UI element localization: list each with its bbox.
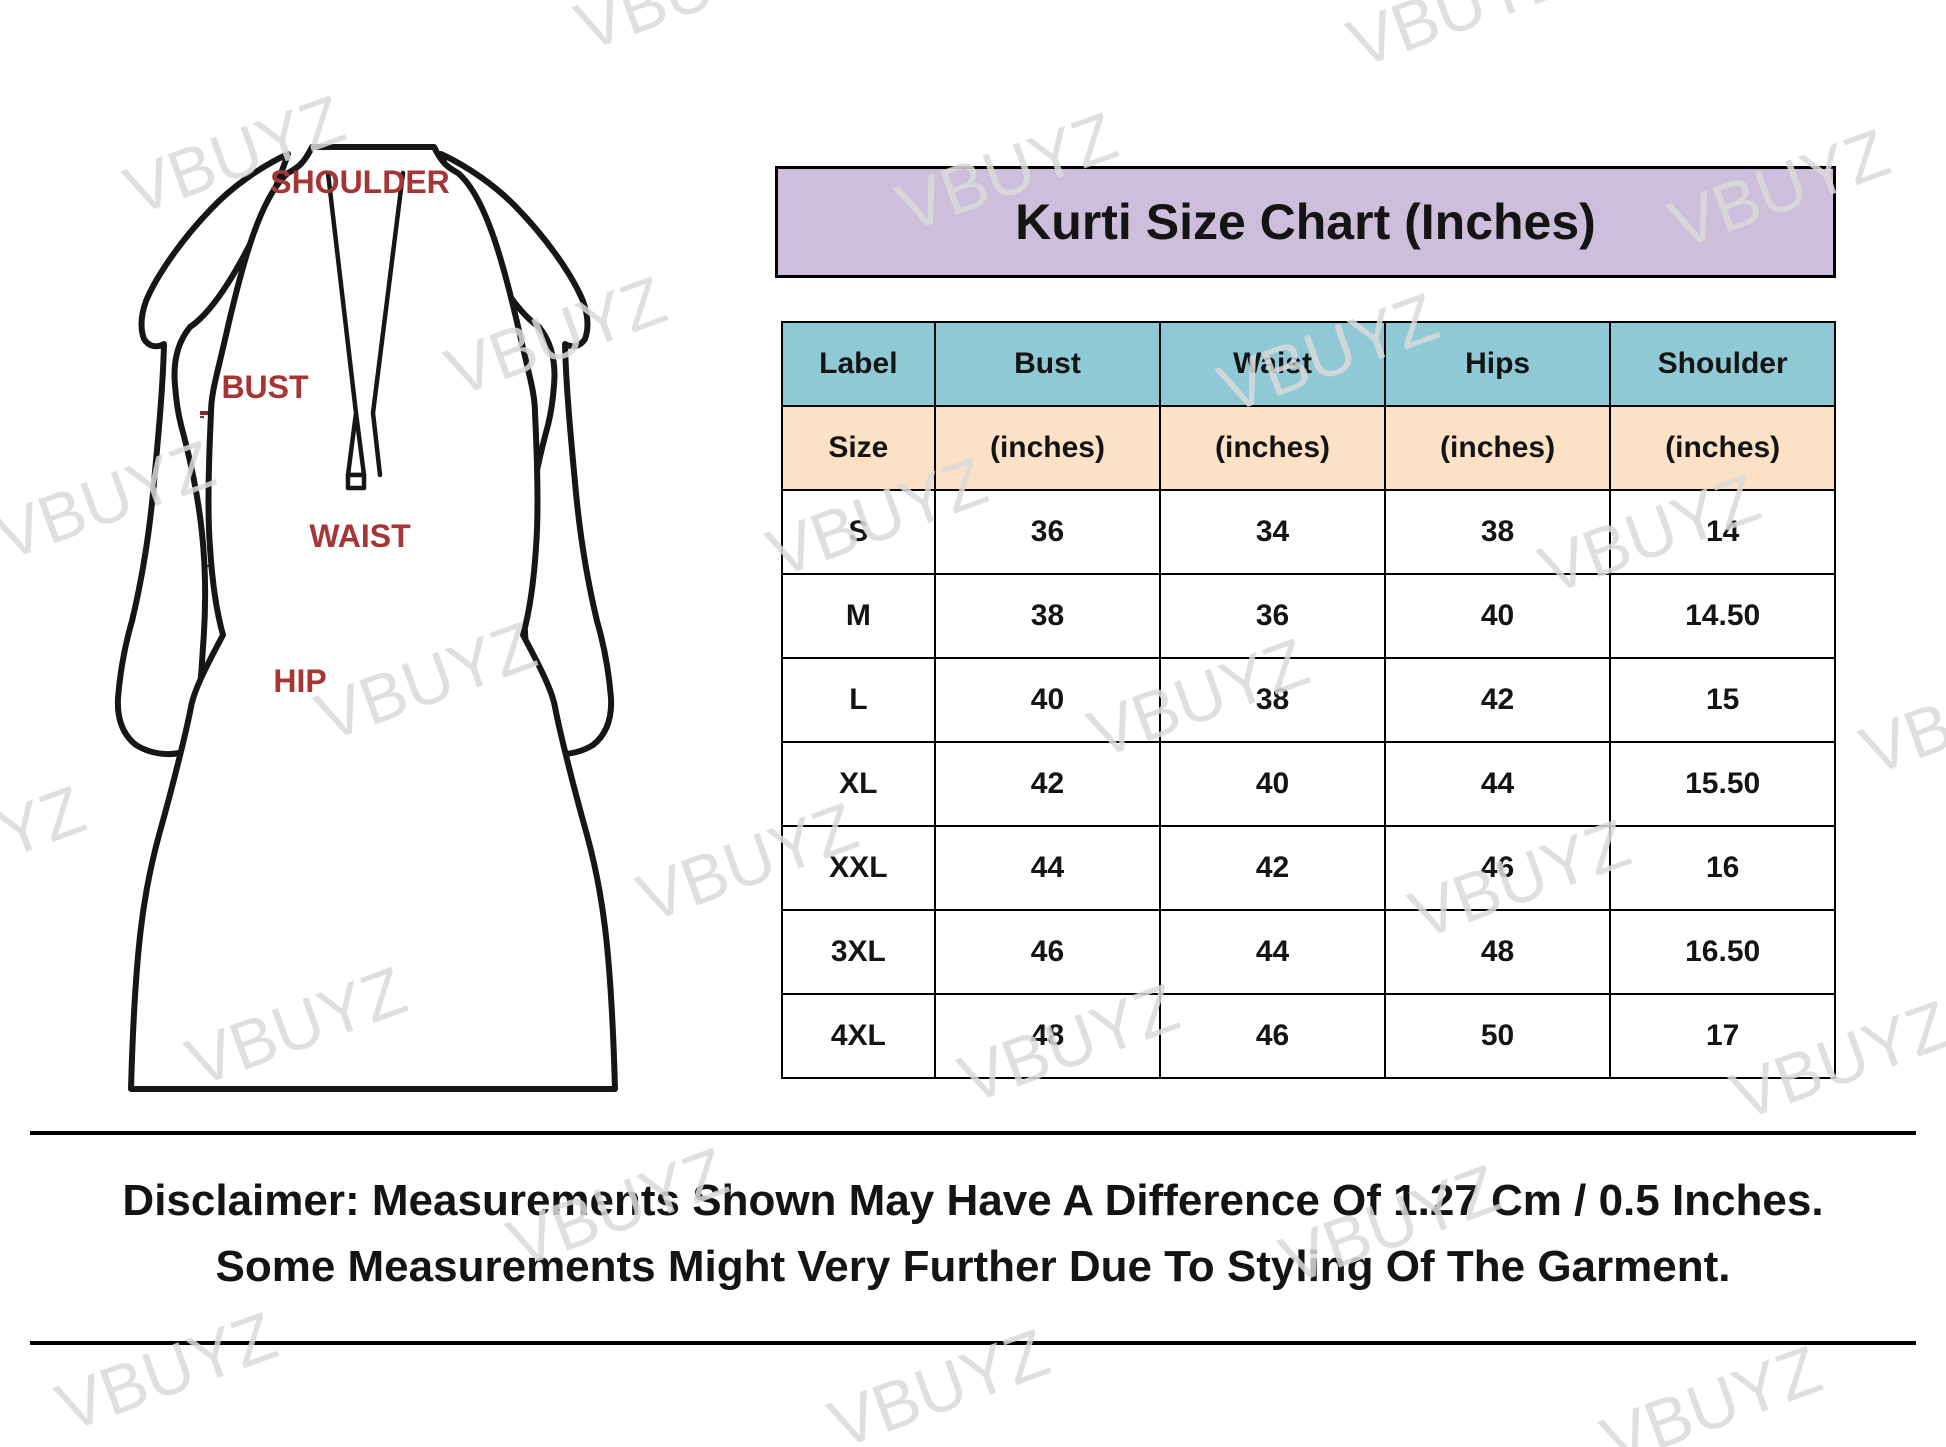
svg-text:HIP: HIP bbox=[273, 663, 326, 699]
svg-text:SHOULDER: SHOULDER bbox=[270, 164, 450, 200]
svg-text:BUST: BUST bbox=[221, 369, 309, 405]
svg-text:VBUYZ: VBUYZ bbox=[1339, 0, 1578, 82]
svg-text:WAIST: WAIST bbox=[309, 518, 411, 554]
svg-text:VBUYZ: VBUYZ bbox=[566, 0, 805, 66]
svg-text:VBUYZ: VBUYZ bbox=[819, 1314, 1058, 1447]
svg-text:VBUYZ: VBUYZ bbox=[47, 1297, 286, 1446]
svg-text:VBUYZ: VBUYZ bbox=[0, 0, 33, 49]
svg-text:VBUYZ: VBUYZ bbox=[1851, 641, 1946, 790]
svg-text:VBUYZ: VBUYZ bbox=[1592, 1331, 1831, 1447]
